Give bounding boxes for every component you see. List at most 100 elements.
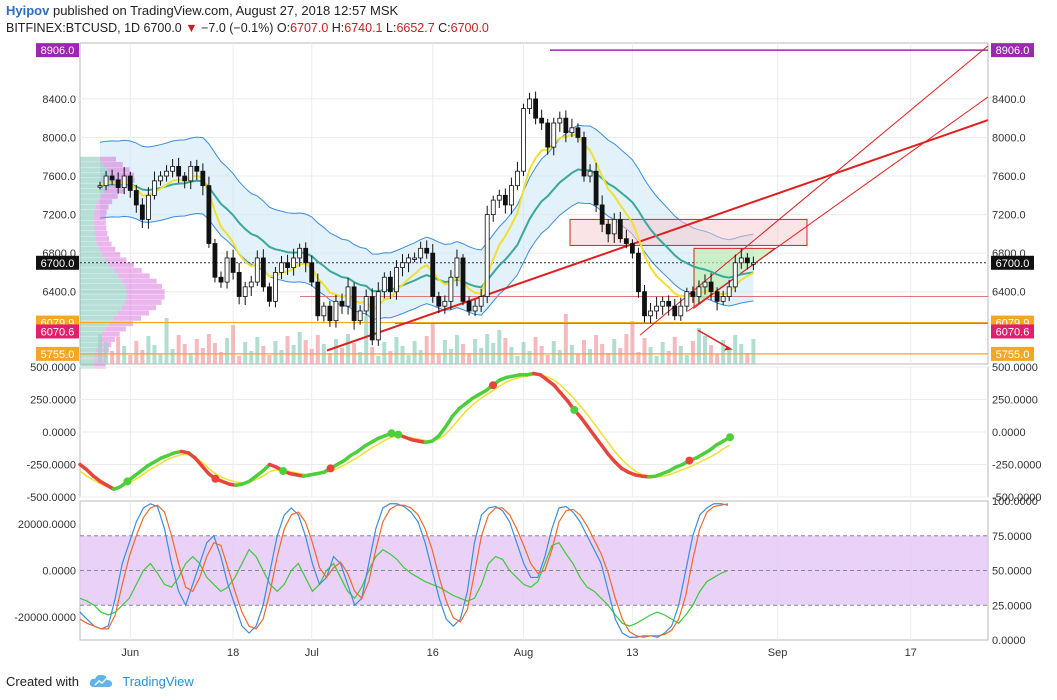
- volume-bar: [721, 340, 726, 364]
- volume-bar: [134, 341, 139, 364]
- stoch-tick-left: -20000.0000: [14, 612, 76, 624]
- volume-profile-bar: [80, 347, 96, 353]
- last-price: 6700.0: [143, 21, 182, 35]
- forecast-arrow-line: [697, 329, 731, 350]
- osc-cross-marker: [726, 433, 734, 442]
- candle-bear: [327, 305, 333, 322]
- candle-bull: [279, 262, 284, 273]
- price-label-left-box: [36, 346, 79, 361]
- volume-bar: [503, 338, 508, 364]
- volume-bar: [249, 351, 254, 364]
- forecast-arrowhead: [724, 346, 733, 351]
- author-name[interactable]: Hyipov: [6, 3, 50, 18]
- volume-profile-bar: [80, 230, 96, 236]
- volume-profile-bar: [80, 172, 110, 178]
- candle-bull: [412, 257, 418, 260]
- candle-bull: [170, 165, 176, 172]
- volume-bar: [539, 346, 544, 364]
- symbol-label: BITFINEX:BTCUSD, 1D: [6, 21, 141, 35]
- volume-bar: [170, 349, 175, 364]
- volume-bar: [521, 342, 526, 364]
- volume-profile-bar: [99, 156, 117, 162]
- volume-bar: [128, 355, 133, 364]
- candle-bear: [315, 281, 321, 317]
- candle-bear: [593, 170, 599, 206]
- candle-bear: [581, 137, 587, 177]
- candle-bear: [502, 194, 508, 206]
- volume-bar: [140, 350, 145, 364]
- candle-bull: [454, 257, 460, 278]
- candle-bull: [188, 165, 194, 182]
- volume-profile-bar: [109, 321, 134, 327]
- volume-profile-bar: [80, 252, 103, 258]
- volume-bar: [412, 341, 417, 364]
- volume-bar: [636, 352, 641, 364]
- volume-profile-bar: [80, 193, 101, 199]
- candle-bear: [666, 300, 672, 307]
- volume-bar: [309, 349, 314, 364]
- stoch-green-line: [79, 541, 729, 627]
- osc-main-segment: [437, 425, 448, 438]
- price-label-right: 6700.0: [996, 258, 1030, 270]
- x-tick-label: Aug: [514, 647, 534, 659]
- volume-profile-bar: [95, 236, 110, 242]
- stoch-tick-right: 75.0000: [992, 531, 1032, 543]
- candle-bull: [357, 310, 363, 322]
- tradingview-brand-link[interactable]: TradingView: [122, 674, 194, 689]
- candle-bear: [139, 204, 145, 220]
- x-tick-label: Jul: [305, 647, 319, 659]
- candle-bear: [339, 300, 345, 307]
- volume-profile-bar: [126, 289, 165, 295]
- volume-profile-bar: [80, 209, 95, 215]
- volume-profile-bar: [80, 278, 123, 284]
- osc-cross-marker: [326, 464, 335, 473]
- volume-bar: [533, 337, 538, 364]
- volume-bar: [606, 353, 611, 364]
- candle-bear: [212, 243, 218, 278]
- price-tick-left: 8400.0: [42, 94, 76, 106]
- candle-bull: [684, 291, 690, 307]
- price-label-left: 6700.0: [41, 258, 75, 270]
- volume-bar: [630, 321, 635, 364]
- osc-tick-left: -250.0000: [26, 460, 76, 472]
- price-tick-right: 8400.0: [992, 94, 1026, 106]
- candle-bull: [569, 127, 575, 134]
- volume-profile-bar: [94, 225, 107, 231]
- volume-profile-bar: [80, 289, 127, 295]
- volume-profile-bar: [80, 283, 126, 289]
- price-tick-left: 7200.0: [42, 210, 76, 222]
- price-tick-right: 7200.0: [992, 210, 1026, 222]
- candle-bear: [466, 300, 472, 312]
- stoch-d-line: [79, 503, 729, 638]
- candle-bear: [303, 247, 309, 264]
- volume-profile-bar: [80, 358, 95, 364]
- volume-bar: [442, 340, 447, 364]
- volume-bar: [122, 346, 127, 364]
- candle-bear: [236, 272, 242, 297]
- volume-bar: [364, 316, 369, 364]
- candle-bear: [636, 252, 641, 293]
- candle-bear: [563, 117, 569, 134]
- volume-bar: [98, 334, 102, 364]
- volume-profile-bar: [80, 204, 96, 210]
- volume-bar: [303, 340, 308, 364]
- volume-profile-bar: [80, 299, 125, 305]
- candle-bull: [611, 219, 617, 235]
- candle-bear: [309, 262, 315, 283]
- created-with-text: Created with: [6, 674, 79, 689]
- candle-bull: [521, 108, 526, 172]
- osc-cross-marker: [685, 456, 694, 465]
- candle-bull: [345, 286, 351, 307]
- volume-bar: [340, 348, 344, 364]
- volume-bar: [406, 355, 411, 364]
- candle-bear: [133, 190, 139, 206]
- volume-profile-bar: [121, 305, 157, 311]
- volume-bar: [231, 325, 236, 364]
- volume-bar: [563, 314, 568, 364]
- volume-bar: [158, 354, 163, 364]
- volume-bar: [654, 356, 659, 364]
- price-label-left: 5755.0: [41, 349, 75, 361]
- volume-bar: [672, 337, 677, 364]
- volume-bar: [237, 356, 242, 364]
